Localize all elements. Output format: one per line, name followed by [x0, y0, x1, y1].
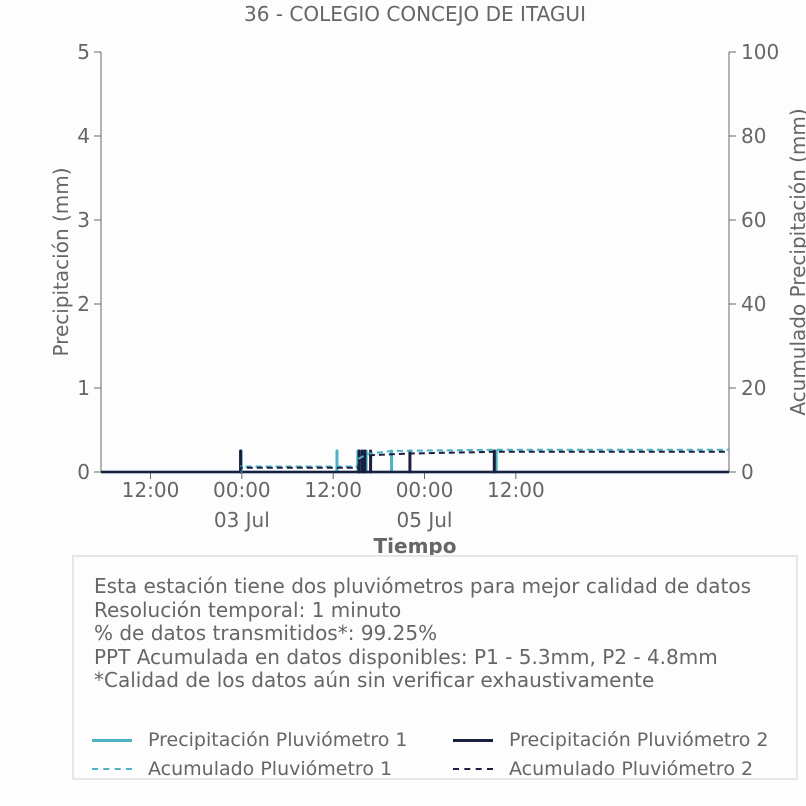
legend-swatch-p2 [453, 738, 493, 742]
y-tick-label-right: 80 [741, 124, 766, 148]
info-line-accumulated: PPT Acumulada en datos disponibles: P1 -… [94, 644, 718, 669]
y-tick-label-left: 2 [77, 292, 90, 316]
y-tick-label-right: 100 [741, 40, 779, 64]
x-tick-label: 12:00 [304, 478, 362, 502]
y-axis-label-left: Precipitación (mm) [49, 167, 73, 356]
legend-label-p2: Precipitación Pluviómetro 2 [509, 729, 769, 751]
y-tick-label-left: 1 [77, 376, 90, 400]
x-tick-date-label: 05 Jul [397, 508, 453, 532]
cumulative-line-acumulado-pluviometro-2 [101, 450, 729, 473]
info-line-resolution: Resolución temporal: 1 minuto [94, 597, 402, 622]
legend-label-p1: Precipitación Pluviómetro 1 [148, 729, 408, 751]
legend-swatch-p1 [92, 738, 132, 742]
legend-label-acum1: Acumulado Pluviómetro 1 [148, 758, 393, 780]
info-panel: Esta estación tiene dos pluviómetros par… [72, 555, 798, 780]
x-tick-label: 00:00 [213, 478, 271, 502]
info-line-quality: *Calidad de los datos aún sin verificar … [94, 668, 655, 692]
legend-item-p2: Precipitación Pluviómetro 2 [453, 729, 769, 751]
legend-swatch-acum1 [92, 768, 132, 770]
y-tick-label-right: 20 [741, 376, 766, 400]
y-tick-label-left: 3 [77, 208, 90, 232]
x-tick-date-label: 03 Jul [214, 508, 270, 532]
chart-title: 36 - COLEGIO CONCEJO DE ITAGUI [244, 2, 586, 26]
x-tick-label: 12:00 [122, 478, 180, 502]
axes: 0 1 2 3 4 5 0 20 40 60 80 100 12:00 00:00 03 Jul 12:00 0… [77, 40, 779, 532]
info-line-transmitted: % de datos transmitidos*: 99.25% [94, 621, 438, 645]
plot-series [101, 448, 729, 474]
x-tick-label: 00:00 [396, 478, 454, 502]
chart: 36 - COLEGIO CONCEJO DE ITAGUI 0 1 2 3 4 5 0 20… [49, 2, 806, 558]
x-tick-label: 12:00 [487, 478, 545, 502]
info-text: Esta estación tiene dos pluviómetros par… [94, 574, 752, 693]
legend-item-p1: Precipitación Pluviómetro 1 [92, 729, 408, 751]
legend-item-acum2: Acumulado Pluviómetro 2 [453, 758, 753, 780]
legend-label-acum2: Acumulado Pluviómetro 2 [509, 758, 754, 780]
y-tick-label-left: 4 [77, 124, 90, 148]
y-tick-label-left: 0 [77, 460, 90, 484]
y-tick-label-right: 40 [741, 292, 766, 316]
y-tick-label-left: 5 [77, 40, 90, 64]
cumulative-line-acumulado-pluviometro-1 [101, 448, 729, 473]
y-tick-label-right: 60 [741, 208, 766, 232]
y-axis-label-right: Acumulado Precipitación (mm) [786, 108, 806, 415]
legend-item-acum1: Acumulado Pluviómetro 1 [92, 758, 392, 780]
y-tick-label-right: 0 [741, 460, 754, 484]
x-axis-label: Tiempo [374, 534, 457, 558]
legend-swatch-acum2 [453, 768, 493, 770]
info-line-stations: Esta estación tiene dos pluviómetros par… [94, 574, 752, 598]
